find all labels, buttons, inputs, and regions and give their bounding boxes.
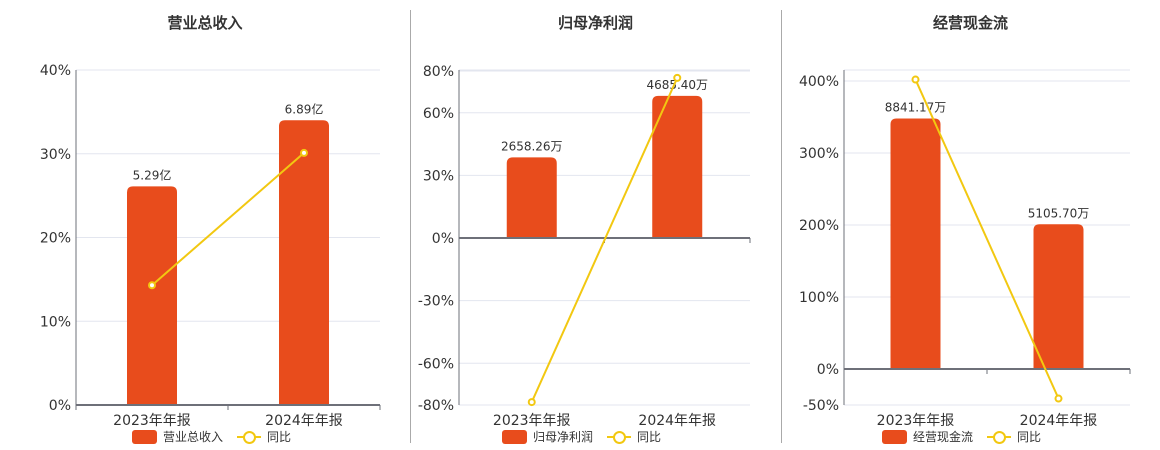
bar-value-label: 5.29亿 bbox=[133, 167, 172, 182]
y-tick-label: -50% bbox=[803, 398, 839, 414]
bar[interactable] bbox=[279, 120, 329, 405]
panel-net-profit: 归母净利润 bbox=[410, 0, 781, 450]
chart-title-revenue: 营业总收入 bbox=[167, 14, 243, 32]
legend-bar-swatch-icon bbox=[132, 429, 157, 444]
chart-title-operating-cashflow: 经营现金流 bbox=[932, 14, 1008, 32]
bar[interactable] bbox=[1033, 224, 1084, 369]
panel-separator bbox=[410, 10, 411, 443]
yoy-point[interactable] bbox=[911, 75, 920, 84]
legend-line-circle-icon bbox=[607, 430, 632, 444]
bar[interactable] bbox=[652, 95, 703, 238]
chart-revenue: 0% 10% 20% 30% 40% 5.29亿 6.89亿 2023年年报 2024年年报 bbox=[40, 63, 381, 429]
x-category-label: 2023年年报 bbox=[877, 413, 955, 429]
bar[interactable] bbox=[890, 118, 941, 369]
bar-value-label: 2658.26万 bbox=[501, 139, 563, 153]
panel-separator bbox=[781, 10, 782, 443]
yoy-point[interactable] bbox=[1054, 394, 1063, 403]
y-tick-label: -80% bbox=[418, 398, 454, 414]
panel-operating-cashflow: 经营现金流 bbox=[781, 0, 1160, 450]
y-tick-label: -30% bbox=[418, 294, 454, 310]
legend-bar-label[interactable]: 经营现金流 bbox=[913, 430, 974, 444]
bar[interactable] bbox=[127, 186, 177, 405]
y-tick-label: 30% bbox=[40, 147, 71, 163]
legend-operating-cashflow[interactable]: 经营现金流 同比 bbox=[882, 428, 1041, 445]
legend-revenue[interactable]: 营业总收入 同比 bbox=[132, 428, 291, 445]
legend-bar-label[interactable]: 归母净利润 bbox=[533, 430, 594, 444]
x-category-label: 2024年年报 bbox=[1020, 413, 1098, 429]
legend-bar-label[interactable]: 营业总收入 bbox=[163, 430, 224, 444]
y-tick-label: 40% bbox=[40, 63, 71, 79]
chart-net-profit: -80% -60% -30% 0% 30% 60% 80% 2658.26万 4685.40万 2… bbox=[418, 64, 751, 429]
y-tick-label: 80% bbox=[423, 64, 454, 80]
x-category-label: 2024年年报 bbox=[638, 413, 716, 429]
bar-value-label: 5105.70万 bbox=[1028, 206, 1090, 220]
chart-operating-cashflow: -50% 0% 100% 200% 300% 400% 8841.17万 5105.70万 20… bbox=[799, 69, 1131, 429]
chart-title-net-profit: 归母净利润 bbox=[557, 14, 633, 32]
bar[interactable] bbox=[506, 157, 557, 238]
y-tick-label: 20% bbox=[40, 231, 71, 247]
legend-bar-swatch-icon bbox=[502, 429, 527, 444]
panel-revenue: 营业总收入 bbox=[0, 0, 410, 450]
y-tick-label: 10% bbox=[40, 314, 71, 330]
legend-line-label[interactable]: 同比 bbox=[267, 430, 292, 444]
yoy-point[interactable] bbox=[527, 398, 536, 407]
yoy-point[interactable] bbox=[300, 148, 308, 157]
y-tick-label: 400% bbox=[799, 74, 839, 90]
yoy-line bbox=[151, 152, 305, 286]
legend-line-circle-icon bbox=[237, 430, 262, 444]
y-tick-label: 30% bbox=[423, 168, 454, 184]
legend-line-label[interactable]: 同比 bbox=[637, 430, 662, 444]
bar-value-label: 4685.40万 bbox=[646, 78, 708, 92]
y-tick-label: 0% bbox=[817, 362, 839, 378]
yoy-line bbox=[530, 77, 679, 403]
legend-line-circle-icon bbox=[987, 430, 1012, 444]
x-category-label: 2023年年报 bbox=[493, 413, 571, 429]
yoy-point[interactable] bbox=[673, 73, 682, 82]
bar-value-label: 6.89亿 bbox=[285, 101, 324, 116]
bar-value-label: 8841.17万 bbox=[885, 100, 947, 114]
y-tick-label: 200% bbox=[799, 218, 839, 234]
y-tick-label: 100% bbox=[799, 290, 839, 306]
legend-net-profit[interactable]: 归母净利润 同比 bbox=[502, 428, 661, 445]
yoy-line bbox=[914, 79, 1060, 399]
y-tick-label: 0% bbox=[49, 398, 71, 414]
y-tick-label: 300% bbox=[799, 146, 839, 162]
legend-line-label[interactable]: 同比 bbox=[1017, 430, 1042, 444]
y-tick-label: -60% bbox=[418, 356, 454, 372]
y-tick-label: 60% bbox=[423, 106, 454, 122]
x-category-label: 2024年年报 bbox=[265, 413, 343, 429]
yoy-point[interactable] bbox=[148, 281, 156, 290]
y-tick-label: 0% bbox=[432, 231, 454, 247]
x-category-label: 2023年年报 bbox=[113, 413, 191, 429]
legend-bar-swatch-icon bbox=[882, 429, 907, 444]
